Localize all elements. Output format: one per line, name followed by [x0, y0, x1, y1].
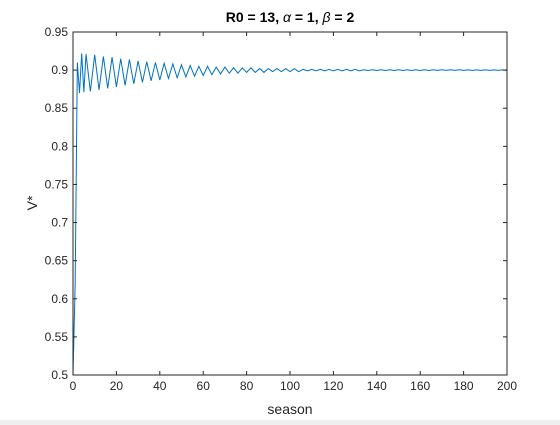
x-tick-label: 100 — [280, 379, 300, 393]
y-tick-label: 0.8 — [51, 139, 68, 153]
title-beta-symbol: β — [321, 9, 330, 25]
y-tick-label: 0.95 — [45, 25, 69, 39]
y-tick-label: 0.65 — [45, 254, 69, 268]
x-tick-label: 80 — [240, 379, 254, 393]
y-tick-label: 0.6 — [51, 292, 68, 306]
title-beta-part: = 2 — [330, 9, 354, 25]
chart-title: R0 = 13, α = 1, β = 2 — [226, 9, 355, 25]
y-tick-label: 0.7 — [51, 216, 68, 230]
x-tick-label: 0 — [70, 379, 77, 393]
y-ticks: 0.5 0.55 0.6 0.65 0.7 0.75 0.8 0.85 0.9 0.95 — [45, 25, 507, 382]
y-tick-label: 0.75 — [45, 177, 69, 191]
x-tick-label: 20 — [110, 379, 124, 393]
x-axis-label: season — [267, 401, 312, 417]
title-alpha-part: = 1, — [291, 9, 323, 25]
axes-background — [73, 32, 507, 375]
series-layer — [73, 53, 507, 375]
series-line — [73, 53, 507, 375]
x-ticks: 0 20 40 60 80 100 120 140 160 180 200 — [70, 32, 517, 393]
x-tick-label: 120 — [323, 379, 343, 393]
y-tick-label: 0.9 — [51, 63, 68, 77]
y-tick-label: 0.55 — [45, 330, 69, 344]
x-tick-label: 160 — [410, 379, 430, 393]
x-tick-label: 180 — [454, 379, 474, 393]
x-tick-label: 60 — [197, 379, 211, 393]
y-tick-label: 0.85 — [45, 101, 69, 115]
x-tick-label: 200 — [497, 379, 517, 393]
y-axis-label: V* — [24, 195, 40, 210]
y-tick-label: 0.5 — [51, 368, 68, 382]
title-alpha-symbol: α — [283, 9, 292, 25]
x-tick-label: 140 — [367, 379, 387, 393]
title-prefix: R0 = 13, — [226, 9, 283, 25]
x-tick-label: 40 — [153, 379, 167, 393]
